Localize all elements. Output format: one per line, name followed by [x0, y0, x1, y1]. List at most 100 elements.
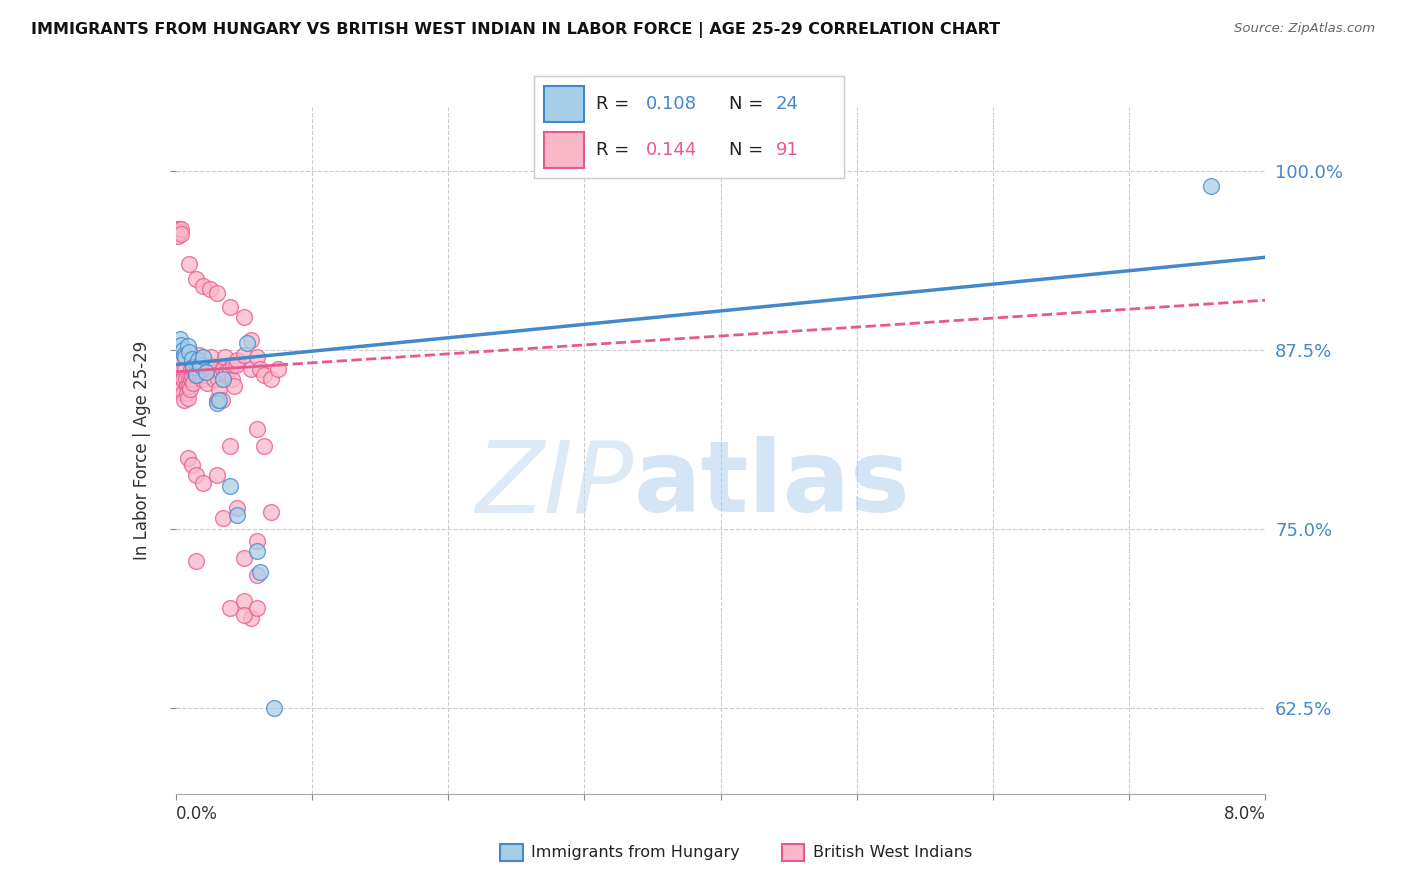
FancyBboxPatch shape — [544, 87, 583, 122]
Point — [225, 358, 247, 372]
Point — [267, 362, 290, 376]
Point — [184, 351, 207, 365]
Point — [169, 221, 191, 235]
Point — [191, 476, 214, 491]
Point — [183, 365, 205, 379]
Point — [246, 422, 269, 436]
Point — [181, 368, 204, 382]
Point — [172, 386, 194, 401]
Point — [169, 332, 191, 346]
Point — [188, 362, 211, 376]
Point — [170, 365, 193, 379]
Point — [197, 362, 219, 376]
Text: 24: 24 — [776, 95, 799, 112]
Point — [179, 344, 201, 359]
Point — [186, 362, 209, 376]
Text: atlas: atlas — [633, 436, 910, 533]
Point — [232, 348, 254, 362]
Point — [246, 543, 269, 558]
Point — [173, 348, 195, 362]
Point — [219, 301, 242, 315]
Text: R =: R = — [596, 141, 636, 159]
Point — [222, 358, 245, 372]
Point — [263, 701, 285, 715]
Point — [173, 351, 195, 365]
Point — [176, 379, 198, 393]
Point — [260, 505, 283, 519]
Point — [190, 372, 212, 386]
Point — [187, 353, 209, 368]
Text: 91: 91 — [776, 141, 799, 159]
Point — [232, 607, 254, 622]
Text: 0.0%: 0.0% — [176, 805, 218, 823]
Point — [208, 382, 231, 396]
Text: IMMIGRANTS FROM HUNGARY VS BRITISH WEST INDIAN IN LABOR FORCE | AGE 25-29 CORREL: IMMIGRANTS FROM HUNGARY VS BRITISH WEST … — [31, 22, 1000, 38]
Point — [219, 439, 242, 453]
Point — [166, 358, 188, 372]
Point — [214, 351, 236, 365]
Point — [177, 339, 200, 353]
Point — [224, 379, 246, 393]
Point — [188, 368, 211, 382]
Point — [177, 372, 200, 386]
Point — [167, 368, 190, 382]
Point — [186, 353, 209, 368]
Point — [180, 362, 202, 376]
Point — [205, 467, 228, 482]
Point — [188, 358, 211, 372]
Text: 0.108: 0.108 — [645, 95, 696, 112]
Point — [249, 362, 271, 376]
Point — [186, 368, 208, 382]
Text: British West Indians: British West Indians — [813, 846, 972, 860]
Point — [181, 376, 204, 391]
Point — [186, 368, 208, 382]
Point — [167, 221, 190, 235]
Point — [235, 336, 257, 351]
Bar — [782, 844, 804, 862]
Point — [260, 372, 283, 386]
Point — [1199, 178, 1222, 193]
Point — [180, 372, 202, 386]
Bar — [501, 844, 523, 862]
Point — [193, 362, 215, 376]
Point — [200, 351, 222, 365]
Point — [177, 450, 200, 465]
Point — [169, 376, 191, 391]
Text: 8.0%: 8.0% — [1223, 805, 1265, 823]
Point — [246, 351, 269, 365]
Point — [186, 554, 208, 568]
Point — [198, 358, 221, 372]
Point — [232, 593, 254, 607]
Point — [181, 458, 204, 472]
Point — [253, 368, 276, 382]
Point — [186, 271, 208, 285]
Point — [191, 368, 214, 382]
Point — [179, 257, 201, 271]
Point — [172, 343, 194, 358]
Point — [232, 310, 254, 325]
Text: N =: N = — [730, 141, 769, 159]
Point — [249, 565, 271, 579]
Point — [205, 393, 228, 408]
Point — [194, 365, 217, 379]
Point — [226, 353, 249, 368]
Point — [166, 228, 188, 243]
Point — [187, 348, 209, 362]
Point — [170, 337, 193, 351]
Point — [209, 365, 232, 379]
Point — [202, 372, 225, 386]
Point — [212, 510, 235, 524]
Point — [208, 393, 231, 408]
Point — [167, 372, 190, 386]
Point — [174, 362, 197, 376]
Point — [226, 508, 249, 522]
Point — [211, 393, 233, 408]
Point — [170, 362, 193, 376]
Point — [167, 221, 190, 235]
Point — [172, 372, 194, 386]
Text: 0.144: 0.144 — [645, 141, 697, 159]
Point — [194, 368, 217, 382]
Point — [219, 600, 242, 615]
Point — [219, 479, 242, 493]
Point — [239, 362, 262, 376]
